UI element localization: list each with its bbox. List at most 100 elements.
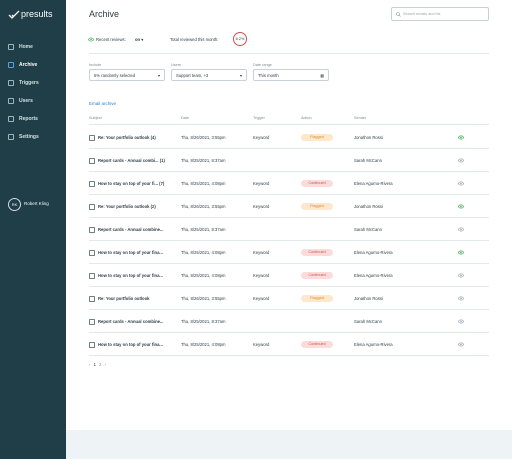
filter-select[interactable]: 5% randomly selected ▾ xyxy=(89,69,165,81)
column-header: Date xyxy=(181,116,190,120)
row-line xyxy=(89,286,489,287)
cell-subject[interactable]: How to stay on top of your fina... xyxy=(98,272,163,278)
row-line xyxy=(89,240,489,241)
cell-date: Thu, 8/25/2021, 4:08pm xyxy=(181,272,226,278)
filter-select[interactable]: This month ▦ xyxy=(253,69,329,81)
view-icon[interactable] xyxy=(458,250,464,255)
nav-icon xyxy=(8,98,14,104)
nav-icon xyxy=(8,80,14,86)
page-link[interactable]: 1 xyxy=(93,362,97,367)
cell-subject[interactable]: Re: Your portfolio outlook (2) xyxy=(98,203,156,209)
recent-toggle[interactable]: on ▾ xyxy=(135,37,144,42)
nav-item[interactable]: Users xyxy=(19,98,33,104)
filter-value[interactable]: 5% randomly selected xyxy=(94,73,136,78)
cell-date: Thu, 8/26/2021, 3:55pm xyxy=(181,134,226,140)
view-icon[interactable] xyxy=(458,319,464,324)
cell-subject[interactable]: Re: Your portfolio outlook xyxy=(98,295,150,301)
filter-value[interactable]: Support team, +3 xyxy=(176,73,209,78)
sidebar: presults Home Archive Triggers Users Reports… xyxy=(0,0,66,459)
cell-sender: Sarah McCann xyxy=(354,318,382,324)
checkbox[interactable] xyxy=(89,341,95,348)
select-caret: ▾ xyxy=(239,73,242,78)
total-value: 6.2% xyxy=(233,32,247,46)
row-line xyxy=(89,194,489,195)
view-icon[interactable] xyxy=(458,204,464,209)
cell-subject[interactable]: Report cards - Annual combine... xyxy=(98,226,164,232)
checkbox[interactable] xyxy=(89,226,95,233)
row-line xyxy=(89,332,489,333)
archive-link[interactable]: Email archive xyxy=(89,101,117,106)
total-label: Total reviewed this month: xyxy=(170,37,219,42)
cell-subject[interactable]: How to stay on top of your fina... xyxy=(98,249,163,255)
cell-trigger: Keyword xyxy=(253,295,270,301)
page-link[interactable]: 2 xyxy=(99,362,102,367)
view-icon[interactable] xyxy=(458,342,464,347)
column-header: Trigger xyxy=(253,116,265,120)
pagination: ‹ 1 2 › xyxy=(89,362,109,367)
page-link[interactable]: › xyxy=(104,362,107,367)
cell-subject[interactable]: How to stay on top of your fi... (7) xyxy=(98,180,165,186)
checkbox[interactable] xyxy=(89,318,95,325)
cell-date: Thu, 8/26/2021, 3:55pm xyxy=(181,295,226,301)
filter-value[interactable]: This month xyxy=(258,73,279,78)
filter-label: Date range xyxy=(253,63,272,67)
cell-trigger: Keyword xyxy=(253,180,270,186)
cell-subject[interactable]: Report cards - Annual combine... xyxy=(98,318,164,324)
action-badge: Continued xyxy=(301,271,333,279)
select-caret: ▦ xyxy=(320,73,324,78)
cell-trigger: Keyword xyxy=(253,134,270,140)
view-icon[interactable] xyxy=(458,227,464,232)
row-line xyxy=(89,309,489,310)
checkbox[interactable] xyxy=(89,180,95,187)
checkbox[interactable] xyxy=(89,272,95,279)
search-placeholder: Search emails and ids xyxy=(403,12,441,16)
user-name[interactable]: Robert Kling xyxy=(24,201,49,206)
filter-label: Users xyxy=(171,63,181,67)
cell-trigger: Keyword xyxy=(253,203,270,209)
cell-date: Thu, 8/25/2021, 4:08pm xyxy=(181,341,226,347)
filter-select[interactable]: Support team, +3 ▾ xyxy=(171,69,247,81)
cell-date: Thu, 8/25/2021, 8:37am xyxy=(181,157,226,163)
nav-item[interactable]: Home xyxy=(19,44,33,50)
cell-sender: Sarah McCann xyxy=(354,226,382,232)
view-icon[interactable] xyxy=(458,135,464,140)
cell-sender: Elena Agurno-Rivera xyxy=(354,180,393,186)
column-header: Sender xyxy=(354,116,367,120)
row-line xyxy=(89,355,489,356)
nav-item[interactable]: Archive xyxy=(19,62,38,68)
cell-sender: Elena Agurno-Rivera xyxy=(354,249,393,255)
eye-icon xyxy=(88,37,94,42)
nav-item[interactable]: Settings xyxy=(19,134,39,140)
checkbox[interactable] xyxy=(89,249,95,256)
view-icon[interactable] xyxy=(458,273,464,278)
nav-icon xyxy=(8,62,14,68)
divider xyxy=(89,53,489,54)
view-icon[interactable] xyxy=(458,181,464,186)
checkbox[interactable] xyxy=(89,134,95,141)
nav-item[interactable]: Triggers xyxy=(19,80,39,86)
cell-sender: Jonathon Rossi xyxy=(354,134,383,140)
cell-date: Thu, 8/26/2021, 3:55pm xyxy=(181,203,226,209)
cell-sender: Sarah McCann xyxy=(354,157,382,163)
cell-sender: Jonathon Rossi xyxy=(354,295,383,301)
view-icon[interactable] xyxy=(458,158,464,163)
recent-value[interactable]: on xyxy=(135,37,141,42)
page-link[interactable]: ‹ xyxy=(89,362,91,367)
avatar[interactable]: RK xyxy=(8,198,21,211)
cell-subject[interactable]: Report cards - Annual combi... (1) xyxy=(98,157,165,163)
checkbox[interactable] xyxy=(89,157,95,164)
search-box[interactable]: Search emails and ids xyxy=(391,7,489,21)
view-icon[interactable] xyxy=(458,296,464,301)
cell-trigger: Keyword xyxy=(253,249,270,255)
cell-date: Thu, 8/25/2021, 8:37am xyxy=(181,318,226,324)
cell-subject[interactable]: How to stay on top of your fina... xyxy=(98,341,163,347)
search-icon xyxy=(396,12,401,17)
checkbox[interactable] xyxy=(89,203,95,210)
cell-date: Thu, 8/25/2021, 4:08pm xyxy=(181,180,226,186)
row-line xyxy=(89,171,489,172)
action-badge: Continued xyxy=(301,340,333,348)
select-caret: ▾ xyxy=(157,73,160,78)
checkbox[interactable] xyxy=(89,295,95,302)
cell-subject[interactable]: Re: Your portfolio outlook (4) xyxy=(98,134,156,140)
nav-item[interactable]: Reports xyxy=(19,116,38,122)
